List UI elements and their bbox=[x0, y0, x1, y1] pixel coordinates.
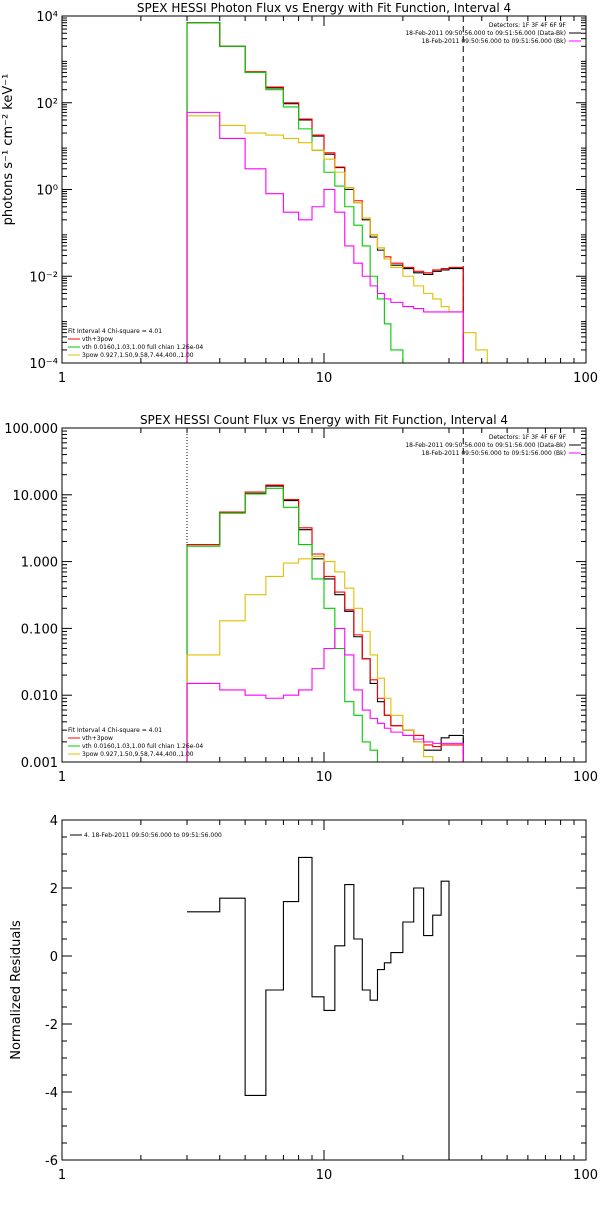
y-tick-label: 2 bbox=[50, 882, 58, 897]
legend-top-right-text: 18-Feb-2011 09:50:56.000 to 09:51:56.000… bbox=[405, 442, 566, 449]
x-tick-label: 1 bbox=[58, 371, 66, 386]
x-tick-label: 1 bbox=[58, 770, 66, 785]
y-tick-label: 10⁴ bbox=[36, 10, 58, 25]
y-tick-label: 1.000 bbox=[21, 556, 58, 571]
legend-top-right-text: Detectors: 1F 3F 4F 6F 9F bbox=[489, 434, 567, 441]
y-tick-label: 10⁻⁴ bbox=[29, 357, 58, 372]
y-tick-label: -6 bbox=[45, 1154, 58, 1169]
x-tick-label: 1 bbox=[58, 1168, 66, 1183]
legend-bottom-left-text: vth 0.0160,1.03,1.00 full chian 1.26e-04 bbox=[82, 344, 203, 351]
legend-top-left-text: 4. 18-Feb-2011 09:50:56.000 to 09:51:56.… bbox=[84, 832, 222, 839]
x-tick-label: 10 bbox=[316, 770, 333, 785]
y-tick-label: 10⁻² bbox=[29, 270, 58, 285]
y-tick-label: 4 bbox=[50, 814, 58, 829]
y-tick-label: 0 bbox=[50, 950, 58, 965]
legend-bottom-left-text: Fit Interval 4 Chi-square = 4.01 bbox=[68, 328, 162, 335]
y-tick-label: 0.100 bbox=[21, 622, 58, 637]
y-tick-label: 10² bbox=[36, 97, 58, 112]
series-vth-3pow bbox=[186, 22, 464, 363]
legend-bottom-left-text: 3pow 0.927,1.50,9.58,7.44,400.,1.00 bbox=[82, 352, 194, 359]
chart-title: SPEX HESSI Photon Flux vs Energy with Fi… bbox=[137, 1, 511, 15]
y-tick-label: -4 bbox=[45, 1086, 58, 1101]
series-residuals bbox=[187, 856, 464, 1160]
series-3pow bbox=[186, 115, 499, 363]
series-vth-3pow bbox=[186, 484, 464, 762]
y-tick-label: 10.000 bbox=[13, 489, 59, 504]
chart-panel-3: Normalized Residuals 1 10 100 -6 -4 -2 0 2 4 4. 18… bbox=[9, 814, 598, 1183]
chart-panel-2: SPEX HESSI Count Flux vs Energy with Fit… bbox=[4, 413, 598, 785]
legend-top-right-text: Detectors: 1F 3F 4F 6F 9F bbox=[489, 22, 567, 29]
legend-top-right-text: 18-Feb-2011 09:50:56.000 to 09:51:56.000… bbox=[422, 450, 566, 457]
y-tick-label: 100.000 bbox=[4, 422, 58, 437]
legend-top-right-text: 18-Feb-2011 09:50:56.000 to 09:51:56.000… bbox=[405, 30, 566, 37]
x-tick-label: 10 bbox=[316, 371, 333, 386]
series-vth bbox=[186, 22, 404, 363]
series-bk bbox=[186, 111, 464, 363]
y-axis-label: Normalized Residuals bbox=[9, 920, 24, 1060]
plot-frame bbox=[61, 15, 587, 364]
series-3pow bbox=[186, 555, 442, 762]
y-axis-label: photons s⁻¹ cm⁻² keV⁻¹ bbox=[1, 74, 16, 226]
y-tick-label: 0.001 bbox=[21, 756, 58, 771]
x-tick-label: 10 bbox=[316, 1168, 333, 1183]
series-group bbox=[186, 22, 499, 363]
legend-bottom-left-text: 3pow 0.927,1.50,9.58,7.44,400.,1.00 bbox=[82, 751, 194, 758]
plot-frame bbox=[61, 819, 587, 1161]
legend-bottom-left-text: vth 0.0160,1.03,1.00 full chian 1.26e-04 bbox=[82, 743, 203, 750]
y-tick-label: -2 bbox=[45, 1018, 58, 1033]
legend-bottom-left-text: vth+3pow bbox=[82, 735, 113, 742]
series-data-bk bbox=[186, 22, 464, 363]
x-tick-label: 100 bbox=[573, 1168, 598, 1183]
series-group bbox=[186, 484, 464, 762]
x-tick-label: 100 bbox=[573, 770, 598, 785]
legend-top-right-text: 18-Feb-2011 09:50:56.000 to 09:51:56.000… bbox=[422, 38, 566, 45]
legend-bottom-left-text: vth+3pow bbox=[82, 336, 113, 343]
series-group bbox=[187, 856, 464, 1160]
chart-panel-1: SPEX HESSI Photon Flux vs Energy with Fi… bbox=[1, 1, 598, 386]
y-tick-label: 0.010 bbox=[21, 689, 58, 704]
series-vth bbox=[186, 487, 385, 762]
x-tick-label: 100 bbox=[573, 371, 598, 386]
y-tick-label: 10⁰ bbox=[36, 184, 58, 199]
chart-title: SPEX HESSI Count Flux vs Energy with Fit… bbox=[140, 413, 508, 427]
series-bk bbox=[186, 627, 464, 762]
series-data-bk bbox=[186, 485, 464, 762]
plot-frame bbox=[61, 427, 587, 763]
legend-bottom-left-text: Fit Interval 4 Chi-square = 4.01 bbox=[68, 727, 162, 734]
